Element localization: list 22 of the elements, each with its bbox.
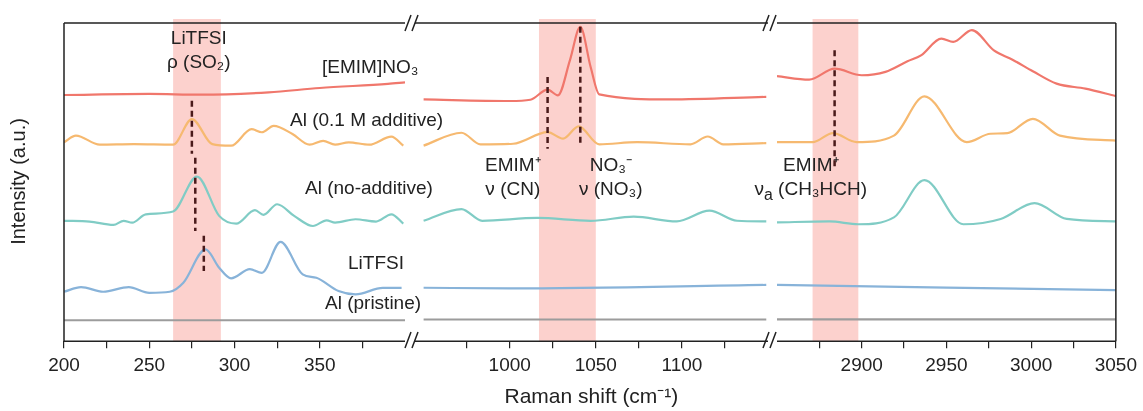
x-tick-label: 2900 [840,353,883,375]
x-tick-label: 1100 [661,353,703,375]
x-tick-label: 3000 [1010,353,1053,375]
x-tick-label: 200 [48,353,80,375]
annotation: EMIM⁺ ν (CN) [485,153,541,201]
series-label: Al (no-additive) [305,176,433,200]
series-label: LiTFSI [348,251,404,275]
x-tick-label: 1000 [488,353,531,375]
series-label: Al (pristine) [325,291,422,315]
y-axis-title: Intensity (a.u.) [5,117,30,245]
annotation: NO₃⁻ ν (NO₃) [579,153,643,201]
x-axis-title: Raman shift (cm⁻¹) [504,383,679,409]
x-tick-label: 350 [303,353,336,375]
annotation: EMIM⁺ ν$_{a}$ (CH₃HCH) [754,153,868,205]
series-label: Al (0.1 M additive) [290,108,444,132]
x-tick-label: 2950 [925,353,968,375]
text: LiTFSI ρ (SO₂) [167,26,231,74]
x-tick-label: 300 [218,353,251,375]
x-tick-label: 250 [133,353,166,375]
series-label: [EMIM]NO₃ [322,55,419,79]
x-tick-label: 1050 [574,353,617,375]
x-tick-label: 3050 [1094,353,1138,375]
